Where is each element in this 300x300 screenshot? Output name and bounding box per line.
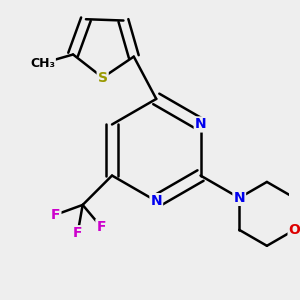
Text: N: N (151, 194, 162, 208)
Text: F: F (73, 226, 82, 240)
Text: F: F (96, 220, 106, 234)
Text: CH₃: CH₃ (30, 57, 55, 70)
Text: S: S (98, 70, 108, 85)
Text: N: N (195, 118, 206, 131)
Text: F: F (51, 208, 60, 222)
Text: N: N (233, 191, 245, 205)
Text: O: O (289, 223, 300, 237)
